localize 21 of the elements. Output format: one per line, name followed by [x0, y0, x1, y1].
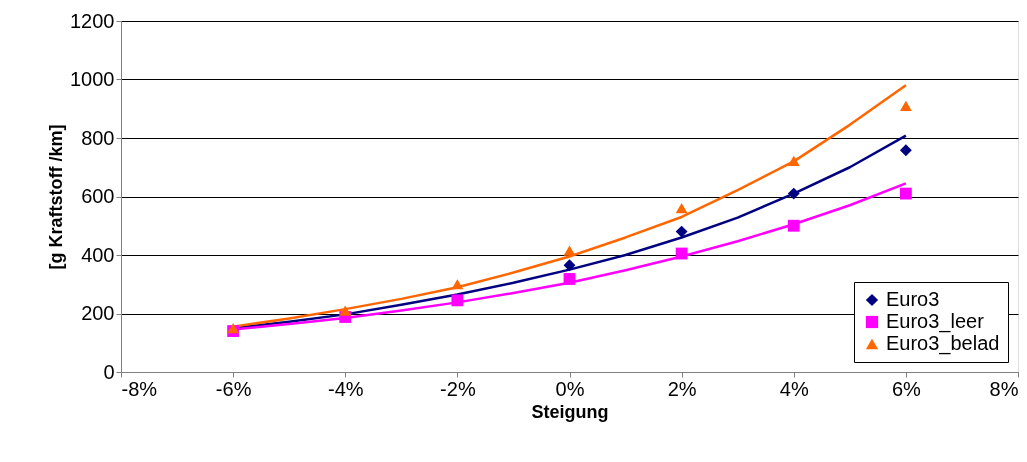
y-tick-label: 400	[81, 243, 115, 266]
y-axis-title: [g Kraftstoff /km]	[46, 124, 67, 270]
x-tick-label: 6%	[891, 377, 922, 400]
x-tick-label: 4%	[779, 377, 809, 400]
y-tick-label: 1200	[70, 9, 115, 32]
x-axis-title: Steigung	[531, 401, 609, 422]
x-tick-label: 8%	[989, 377, 1019, 400]
x-tick-label: -6%	[215, 377, 252, 400]
y-tick-label: 0	[103, 360, 115, 383]
legend-label: Euro3	[886, 288, 940, 310]
x-tick-label: -2%	[440, 377, 476, 400]
legend-label: Euro3_belad	[886, 332, 1000, 355]
y-tick-label: 1000	[70, 68, 115, 90]
legend-label: Euro3_leer	[886, 310, 985, 333]
x-tick-label: -4%	[327, 377, 364, 400]
x-tick-label: -8%	[121, 377, 158, 400]
y-tick-label: 200	[81, 302, 115, 324]
y-tick-label: 600	[81, 185, 115, 207]
x-tick-label: 0%	[555, 377, 585, 400]
y-tick-label: 800	[81, 126, 115, 149]
x-tick-label: 2%	[667, 377, 697, 400]
